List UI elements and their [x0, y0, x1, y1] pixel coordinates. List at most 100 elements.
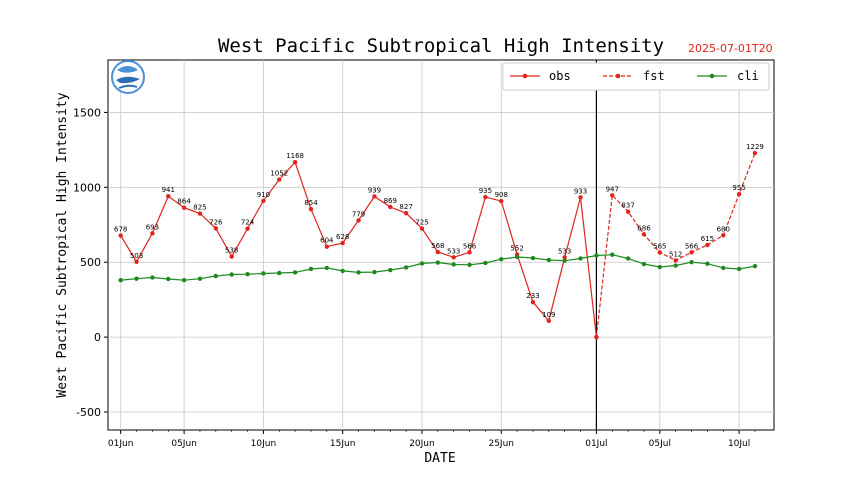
data-point-obs [499, 198, 504, 204]
data-point-cli [372, 269, 377, 275]
x-tick-label: 01Jun [108, 439, 134, 449]
data-point-obs [134, 259, 139, 264]
data-point-cli [134, 276, 139, 281]
timestamp: 2025-07-01T20 [688, 42, 773, 55]
data-point-obs [261, 198, 266, 204]
y-tick-label: -500 [76, 406, 101, 419]
data-point-obs [419, 226, 425, 231]
data-point-cli [514, 254, 520, 260]
legend-label-obs: obs [549, 69, 571, 83]
data-point-cli [324, 265, 330, 271]
data-label-obs: 854 [304, 199, 318, 207]
data-point-cli [546, 257, 552, 263]
data-point-fst [641, 232, 647, 237]
data-point-obs [435, 249, 441, 255]
data-point-cli [657, 264, 663, 270]
data-point-cli [356, 270, 361, 275]
data-point-cli [530, 255, 536, 261]
data-label-fst: 680 [717, 225, 730, 233]
data-point-obs [292, 159, 298, 165]
data-point-obs [546, 318, 552, 323]
data-label-obs: 935 [479, 187, 492, 195]
data-label-obs: 910 [257, 191, 270, 199]
data-label-fst: 1229 [746, 143, 764, 151]
data-point-cli [705, 261, 710, 266]
x-tick-label: 15Jun [330, 439, 356, 449]
data-point-obs [245, 226, 250, 231]
data-label-fst: 566 [685, 242, 699, 250]
plot-area [107, 59, 775, 431]
data-label-obs: 827 [399, 203, 412, 211]
legend-item-cli: cli [697, 69, 759, 83]
data-point-cli [499, 257, 504, 262]
data-label-obs: 693 [146, 223, 159, 231]
data-point-obs [277, 177, 282, 182]
data-point-cli [150, 275, 155, 280]
data-label-obs: 725 [415, 219, 428, 227]
data-label-obs: 864 [177, 198, 191, 206]
data-point-cli [451, 262, 456, 267]
data-point-cli [594, 253, 599, 258]
legend-label-fst: fst [643, 69, 665, 83]
legend-item-fst: fst [603, 69, 665, 83]
data-point-cli [419, 261, 425, 266]
data-label-fst: 686 [637, 224, 651, 232]
data-point-cli [752, 263, 758, 269]
data-point-obs [150, 231, 155, 236]
data-label-obs: 538 [225, 247, 238, 255]
y-tick-label: 0 [94, 331, 101, 344]
data-label-obs: 869 [384, 197, 397, 205]
data-point-obs [340, 240, 345, 246]
data-point-fst [594, 334, 599, 340]
data-label-fst: 565 [653, 242, 666, 250]
data-point-cli [292, 270, 298, 275]
data-label-obs: 1168 [286, 152, 304, 160]
data-label-obs: 939 [368, 186, 381, 194]
data-point-obs [483, 194, 488, 200]
data-point-cli [213, 273, 219, 279]
y-tick-label: 500 [80, 256, 101, 269]
data-point-fst [610, 193, 615, 198]
data-point-cli [641, 261, 647, 267]
data-label-obs: 533 [447, 247, 460, 255]
data-point-cli [467, 262, 472, 267]
x-tick-label: 10Jun [251, 439, 277, 449]
series-layer [118, 60, 758, 430]
legend: obs fst cli [502, 62, 770, 91]
data-point-obs [530, 300, 536, 305]
data-point-cli [435, 260, 441, 265]
data-label-obs: 1052 [270, 170, 288, 178]
data-point-obs [308, 206, 314, 212]
y-axis-label: West Pacific Subtropical High Intensity [55, 92, 70, 397]
legend-label-cli: cli [737, 69, 759, 83]
series-line-obs [120, 161, 597, 338]
data-label-fst: 512 [669, 250, 682, 258]
data-point-cli [625, 256, 631, 261]
data-label-obs: 109 [542, 311, 555, 319]
data-point-cli [721, 265, 726, 271]
data-point-obs [467, 250, 472, 255]
data-point-obs [213, 226, 219, 231]
x-tick-label: 01Jul [585, 439, 607, 449]
data-point-obs [451, 255, 456, 260]
data-point-cli [610, 252, 615, 257]
x-tick-label: 10Jul [728, 439, 750, 449]
data-label-obs: 825 [193, 204, 206, 212]
data-point-obs [403, 211, 409, 216]
data-label-obs: 566 [463, 242, 477, 250]
data-label-obs: 503 [130, 252, 143, 260]
data-label-obs: 552 [510, 244, 523, 252]
data-point-cli [562, 258, 567, 263]
y-tick-label: 1500 [73, 106, 101, 119]
data-point-obs [166, 193, 171, 199]
data-point-fst [721, 233, 726, 238]
data-label-obs: 233 [526, 292, 539, 300]
data-point-fst [673, 258, 678, 263]
data-point-obs [562, 255, 567, 260]
data-point-cli [118, 278, 123, 283]
data-point-fst [736, 191, 742, 197]
data-point-cli [388, 267, 393, 273]
data-point-obs [118, 233, 123, 238]
